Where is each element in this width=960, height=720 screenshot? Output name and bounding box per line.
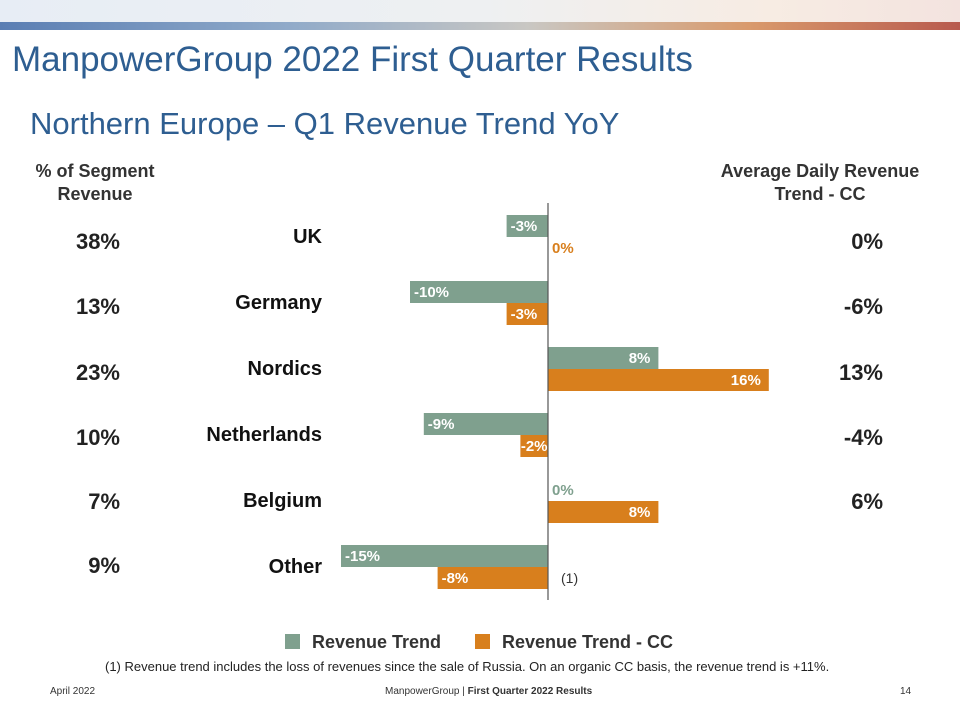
segment-share-nordics: 23% bbox=[75, 360, 120, 385]
legend-item-revenue-trend-cc: Revenue Trend - CC bbox=[475, 632, 673, 653]
avg-daily-trend-netherlands: -4% bbox=[843, 425, 883, 450]
footnote: (1) Revenue trend includes the loss of r… bbox=[105, 659, 830, 674]
bar-revenue-trend-cc-nordics bbox=[548, 369, 769, 391]
footer-document-title: First Quarter 2022 Results bbox=[467, 686, 593, 697]
data-label-revenue-trend-cc-nordics: 16% bbox=[731, 372, 761, 389]
bar-revenue-trend-germany bbox=[410, 281, 548, 303]
avg-daily-trend-nordics: 13% bbox=[838, 360, 883, 385]
chart-annotation: (1) bbox=[561, 570, 578, 586]
legend-swatch-revenue-trend-cc bbox=[475, 634, 490, 649]
segment-share-belgium: 7% bbox=[88, 489, 120, 514]
avg-daily-trend-belgium: 6% bbox=[851, 489, 883, 514]
segment-share-other: 9% bbox=[88, 553, 120, 578]
category-label-belgium: Belgium bbox=[243, 490, 322, 512]
header-gradient-fade bbox=[0, 0, 960, 22]
legend-swatch-revenue-trend bbox=[285, 634, 300, 649]
avg-daily-trend-uk: 0% bbox=[851, 229, 883, 254]
bar-revenue-trend-cc-belgium bbox=[548, 501, 659, 523]
bar-revenue-trend-cc-germany bbox=[506, 303, 548, 325]
legend-item-revenue-trend: Revenue Trend bbox=[285, 632, 441, 653]
data-label-revenue-trend-cc-belgium: 8% bbox=[629, 504, 651, 521]
slide-subtitle: Northern Europe – Q1 Revenue Trend YoY bbox=[30, 106, 620, 141]
bar-revenue-trend-uk bbox=[506, 215, 548, 237]
category-label-nordics: Nordics bbox=[247, 358, 322, 380]
data-label-revenue-trend-other: -15% bbox=[345, 548, 380, 565]
data-label-revenue-trend-cc-uk: 0% bbox=[552, 240, 574, 257]
footer-date: April 2022 bbox=[50, 686, 96, 697]
bar-revenue-trend-cc-netherlands bbox=[520, 435, 548, 457]
data-label-revenue-trend-cc-netherlands: -2% bbox=[521, 438, 548, 455]
data-label-revenue-trend-netherlands: -9% bbox=[428, 416, 455, 433]
header-color-band bbox=[0, 22, 960, 30]
data-label-revenue-trend-nordics: 8% bbox=[629, 350, 651, 367]
segment-share-germany: 13% bbox=[75, 294, 120, 319]
slide-title: ManpowerGroup 2022 First Quarter Results bbox=[12, 40, 693, 79]
data-label-revenue-trend-cc-germany: -3% bbox=[511, 306, 538, 323]
footer-company: ManpowerGroup bbox=[385, 686, 460, 697]
segment-share-header: % of Segment Revenue bbox=[35, 161, 155, 204]
bar-revenue-trend-other bbox=[341, 545, 548, 567]
legend-label-revenue-trend-cc: Revenue Trend - CC bbox=[502, 632, 674, 652]
segment-share-uk: 38% bbox=[75, 229, 120, 254]
segment-share-netherlands: 10% bbox=[75, 425, 120, 450]
category-label-netherlands: Netherlands bbox=[206, 424, 322, 446]
data-label-revenue-trend-uk: -3% bbox=[511, 218, 538, 235]
avg-daily-trend-header: Average Daily Revenue Trend - CC bbox=[720, 161, 920, 204]
footer-source: ManpowerGroup | First Quarter 2022 Resul… bbox=[385, 686, 592, 697]
bar-revenue-trend-nordics bbox=[548, 347, 659, 369]
footer-page-number: 14 bbox=[900, 686, 912, 697]
legend-label-revenue-trend: Revenue Trend bbox=[312, 632, 442, 652]
category-label-other: Other bbox=[268, 556, 322, 578]
data-label-revenue-trend-germany: -10% bbox=[414, 284, 449, 301]
data-label-revenue-trend-belgium: 0% bbox=[552, 482, 574, 499]
footer-separator: | bbox=[462, 686, 465, 697]
category-label-germany: Germany bbox=[235, 292, 322, 314]
data-label-revenue-trend-cc-other: -8% bbox=[442, 570, 469, 587]
category-label-uk: UK bbox=[293, 226, 322, 248]
avg-daily-trend-germany: -6% bbox=[843, 294, 883, 319]
bar-revenue-trend-netherlands bbox=[423, 413, 548, 435]
bar-revenue-trend-cc-other bbox=[437, 567, 548, 589]
